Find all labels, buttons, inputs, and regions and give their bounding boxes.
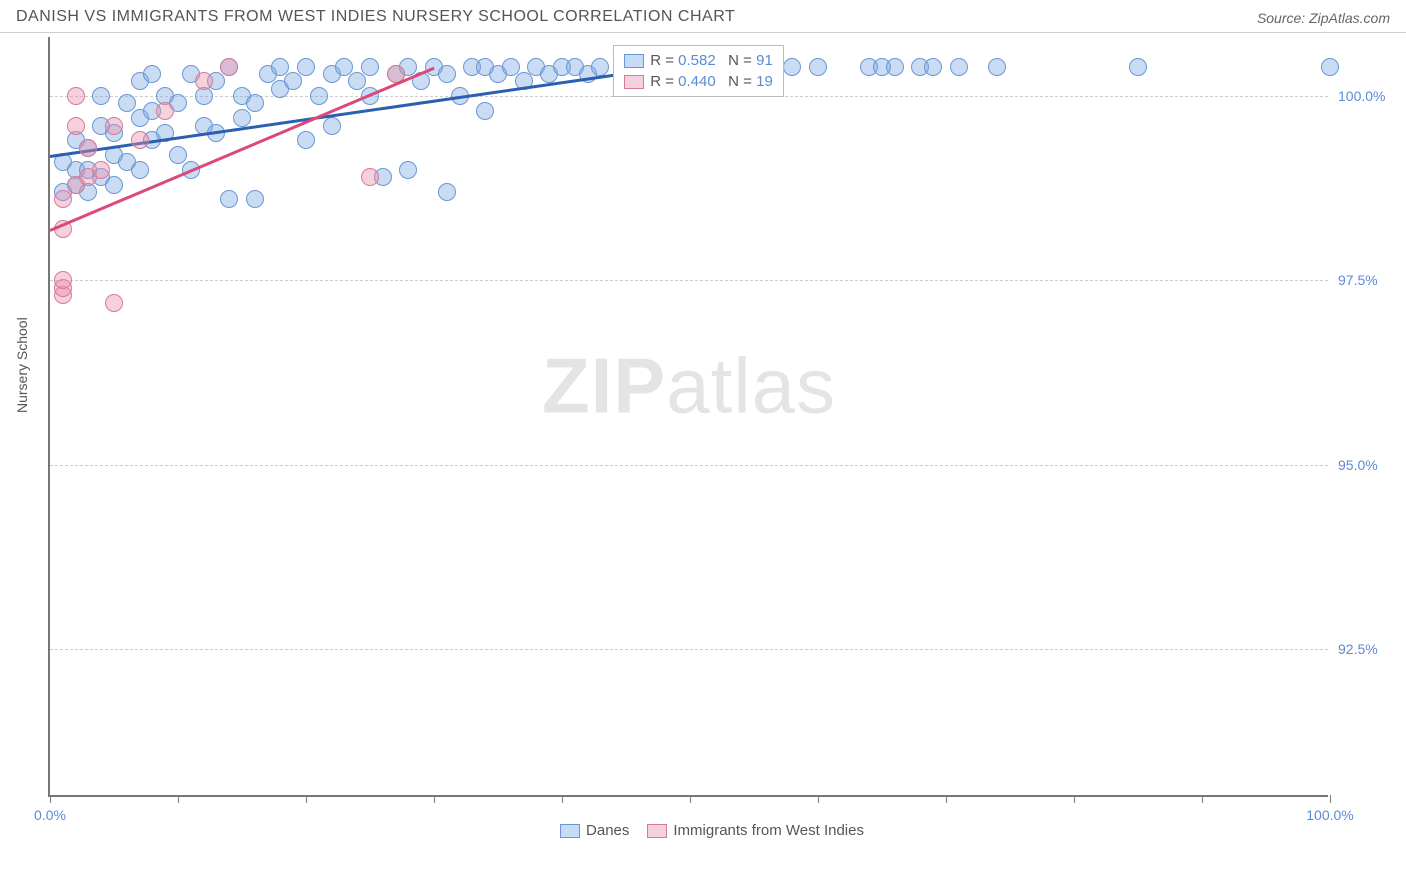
data-point: [118, 94, 136, 112]
data-point: [92, 161, 110, 179]
x-tick: [946, 795, 947, 803]
y-tick-label: 97.5%: [1338, 272, 1398, 288]
x-tick: [306, 795, 307, 803]
data-point: [323, 117, 341, 135]
data-point: [131, 131, 149, 149]
data-point: [438, 65, 456, 83]
chart-source: Source: ZipAtlas.com: [1257, 10, 1390, 26]
data-point: [809, 58, 827, 76]
data-point: [54, 271, 72, 289]
plot-area: ZIPatlas 92.5%95.0%97.5%100.0%0.0%100.0%…: [48, 37, 1328, 797]
correlation-row: R = 0.440 N = 19: [624, 71, 773, 92]
x-tick: [178, 795, 179, 803]
x-tick: [1202, 795, 1203, 803]
data-point: [220, 190, 238, 208]
data-point: [156, 102, 174, 120]
data-point: [361, 58, 379, 76]
y-axis-label: Nursery School: [14, 317, 30, 413]
x-tick: [434, 795, 435, 803]
data-point: [1321, 58, 1339, 76]
x-tick-label: 0.0%: [34, 807, 66, 823]
data-point: [246, 94, 264, 112]
x-tick: [690, 795, 691, 803]
data-point: [233, 109, 251, 127]
y-tick-label: 100.0%: [1338, 88, 1398, 104]
data-point: [297, 58, 315, 76]
data-point: [79, 139, 97, 157]
legend-swatch: [560, 824, 580, 838]
legend-label: Danes: [586, 822, 629, 839]
x-tick: [50, 795, 51, 803]
x-tick: [1330, 795, 1331, 803]
gridline: [50, 649, 1328, 650]
data-point: [169, 146, 187, 164]
data-point: [348, 72, 366, 90]
gridline: [50, 465, 1328, 466]
data-point: [105, 176, 123, 194]
data-point: [284, 72, 302, 90]
x-tick-label: 100.0%: [1306, 807, 1353, 823]
data-point: [67, 117, 85, 135]
y-tick-label: 95.0%: [1338, 457, 1398, 473]
data-point: [195, 72, 213, 90]
data-point: [502, 58, 520, 76]
data-point: [438, 183, 456, 201]
data-point: [988, 58, 1006, 76]
data-point: [297, 131, 315, 149]
gridline: [50, 280, 1328, 281]
data-point: [1129, 58, 1147, 76]
data-point: [246, 190, 264, 208]
data-point: [105, 294, 123, 312]
chart-header: DANISH VS IMMIGRANTS FROM WEST INDIES NU…: [0, 0, 1406, 33]
data-point: [335, 58, 353, 76]
data-point: [143, 65, 161, 83]
data-point: [105, 117, 123, 135]
data-point: [886, 58, 904, 76]
correlation-row: R = 0.582 N = 91: [624, 50, 773, 71]
data-point: [950, 58, 968, 76]
y-tick-label: 92.5%: [1338, 641, 1398, 657]
chart-title: DANISH VS IMMIGRANTS FROM WEST INDIES NU…: [16, 8, 735, 26]
x-tick: [818, 795, 819, 803]
x-tick: [1074, 795, 1075, 803]
data-point: [361, 168, 379, 186]
data-point: [92, 87, 110, 105]
data-point: [310, 87, 328, 105]
data-point: [924, 58, 942, 76]
series-legend: Danes Immigrants from West Indies: [0, 822, 1406, 839]
data-point: [54, 190, 72, 208]
chart-area: Nursery School ZIPatlas 92.5%95.0%97.5%1…: [0, 33, 1406, 843]
data-point: [399, 161, 417, 179]
data-point: [476, 102, 494, 120]
data-point: [783, 58, 801, 76]
watermark: ZIPatlas: [542, 340, 836, 431]
data-point: [591, 58, 609, 76]
correlation-legend: R = 0.582 N = 91R = 0.440 N = 19: [613, 45, 784, 97]
data-point: [271, 58, 289, 76]
legend-swatch: [647, 824, 667, 838]
x-tick: [562, 795, 563, 803]
data-point: [220, 58, 238, 76]
legend-label: Immigrants from West Indies: [673, 822, 864, 839]
data-point: [131, 161, 149, 179]
data-point: [67, 87, 85, 105]
